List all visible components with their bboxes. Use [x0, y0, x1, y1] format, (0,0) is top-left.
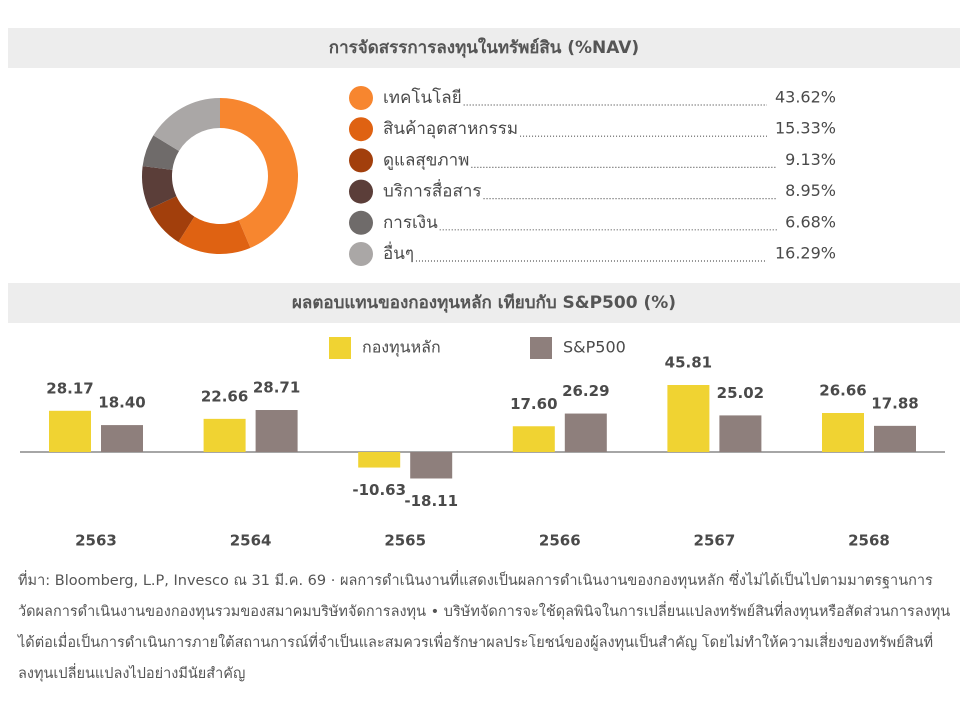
title-banner: [8, 283, 960, 323]
legend-label: S&P500: [563, 338, 626, 357]
value-label: 28.17: [46, 379, 93, 397]
legend-label: สินค้าอุตสาหกรรม: [383, 119, 518, 139]
bar: [874, 425, 916, 452]
donut-segment: [141, 166, 177, 209]
legend-label: การเงิน: [383, 213, 438, 233]
bar: [667, 385, 710, 452]
value-label: 26.66: [819, 382, 866, 400]
donut-segment: [142, 135, 180, 170]
value-label: 43.62%: [775, 88, 836, 107]
value-label: 28.71: [253, 379, 300, 397]
value-label: 22.66: [201, 387, 248, 405]
chart: การจัดสรรการลงทุนในทรัพย์สิน (%NAV) ผลตอ…: [8, 28, 960, 550]
value-label: 26.29: [562, 382, 609, 400]
legend-swatch: [349, 117, 373, 142]
legend-swatch: [530, 337, 552, 359]
x-tick-label: 2568: [848, 532, 890, 550]
legend-label: อื่นๆ: [383, 241, 414, 264]
legend-label: บริการสื่อสาร: [383, 179, 482, 202]
value-label: 18.40: [98, 394, 145, 412]
footnote: ที่มา: Bloomberg, L.P, Invesco ณ 31 มี.ค…: [18, 573, 951, 682]
bar: [49, 410, 91, 452]
bar: [255, 410, 298, 452]
value-label: -18.11: [404, 492, 458, 510]
x-tick-label: 2563: [75, 532, 117, 550]
donut-segment: [153, 98, 220, 152]
bar: [358, 452, 401, 468]
bar: [203, 418, 246, 452]
value-label: 6.68%: [785, 212, 836, 231]
legend-swatch: [349, 179, 373, 204]
bar: [410, 452, 453, 479]
value-label: 8.95%: [785, 181, 836, 200]
chart-title: ผลตอบแทนของกองทุนหลัก เทียบกับ S&P500 (%…: [292, 292, 676, 313]
value-label: 17.60: [510, 395, 557, 413]
bar: [512, 426, 555, 452]
value-label: 16.29%: [775, 244, 836, 263]
x-tick-label: 2567: [694, 532, 736, 550]
value-label: 15.33%: [775, 119, 836, 138]
legend-label: กองทุนหลัก: [362, 338, 441, 358]
bar: [719, 415, 762, 452]
value-label: 9.13%: [785, 150, 836, 169]
value-label: 45.81: [665, 354, 712, 372]
legend-swatch: [349, 210, 373, 235]
legend-swatch: [349, 148, 373, 173]
legend-swatch: [329, 337, 351, 359]
bar: [822, 413, 864, 452]
value-label: 17.88: [871, 394, 918, 412]
x-tick-label: 2565: [384, 532, 426, 550]
value-label: -10.63: [352, 481, 406, 499]
legend-swatch: [349, 86, 373, 110]
chart-title: การจัดสรรการลงทุนในทรัพย์สิน (%NAV): [329, 37, 639, 58]
value-label: 25.02: [717, 384, 764, 402]
legend-label: เทคโนโลยี: [383, 87, 462, 108]
bar: [564, 413, 607, 452]
legend-swatch: [349, 242, 373, 266]
donut-segment: [220, 98, 299, 248]
donut-segment: [178, 216, 251, 255]
x-tick-label: 2566: [539, 532, 581, 550]
bar: [101, 425, 143, 452]
x-tick-label: 2564: [230, 532, 272, 550]
title-banner: [8, 28, 960, 68]
legend-label: ดูแลสุขภาพ: [383, 150, 469, 170]
donut-segment: [149, 196, 195, 242]
